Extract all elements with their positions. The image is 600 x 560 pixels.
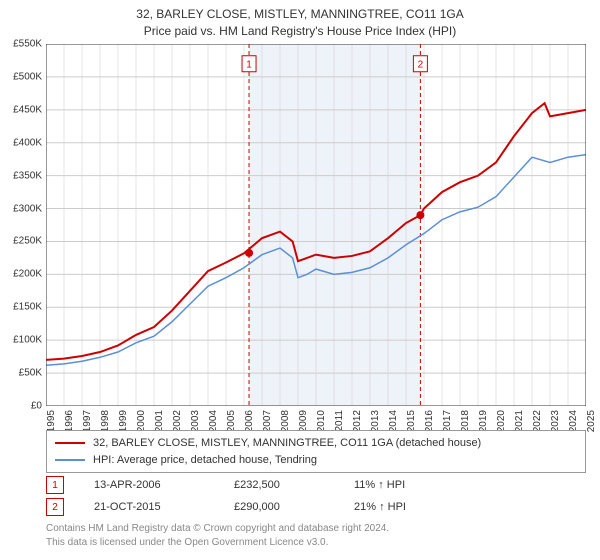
svg-text:2: 2 bbox=[418, 60, 424, 71]
legend: 32, BARLEY CLOSE, MISTLEY, MANNINGTREE, … bbox=[46, 430, 586, 473]
marker-row: 1 13-APR-2006 £232,500 11% ↑ HPI bbox=[46, 474, 586, 496]
y-tick-label: £50K bbox=[2, 368, 42, 379]
marker-pct: 21% ↑ HPI bbox=[354, 501, 444, 513]
y-tick-label: £100K bbox=[2, 335, 42, 346]
marker-badge-1: 1 bbox=[46, 476, 64, 494]
title-line-2: Price paid vs. HM Land Registry's House … bbox=[0, 23, 600, 40]
chart-area: 12 bbox=[46, 44, 586, 406]
legend-label: HPI: Average price, detached house, Tend… bbox=[93, 452, 317, 469]
chart-svg: 12 bbox=[46, 44, 586, 406]
y-tick-label: £550K bbox=[2, 39, 42, 50]
title-line-1: 32, BARLEY CLOSE, MISTLEY, MANNINGTREE, … bbox=[0, 6, 600, 23]
marker-date: 21-OCT-2015 bbox=[94, 501, 204, 513]
legend-swatch bbox=[55, 442, 85, 444]
footnote: Contains HM Land Registry data © Crown c… bbox=[46, 522, 389, 550]
marker-date: 13-APR-2006 bbox=[94, 479, 204, 491]
legend-item: HPI: Average price, detached house, Tend… bbox=[55, 452, 577, 469]
marker-price: £290,000 bbox=[234, 501, 324, 513]
y-tick-label: £150K bbox=[2, 302, 42, 313]
marker-badge-2: 2 bbox=[46, 498, 64, 516]
y-tick-label: £0 bbox=[2, 401, 42, 412]
footnote-line-2: This data is licensed under the Open Gov… bbox=[46, 536, 389, 550]
svg-text:1: 1 bbox=[246, 60, 252, 71]
marker-price: £232,500 bbox=[234, 479, 324, 491]
legend-label: 32, BARLEY CLOSE, MISTLEY, MANNINGTREE, … bbox=[93, 435, 481, 452]
marker-table: 1 13-APR-2006 £232,500 11% ↑ HPI 2 21-OC… bbox=[46, 474, 586, 518]
marker-pct: 11% ↑ HPI bbox=[354, 479, 444, 491]
marker-row: 2 21-OCT-2015 £290,000 21% ↑ HPI bbox=[46, 496, 586, 518]
chart-title: 32, BARLEY CLOSE, MISTLEY, MANNINGTREE, … bbox=[0, 0, 600, 40]
y-tick-label: £450K bbox=[2, 104, 42, 115]
y-tick-label: £500K bbox=[2, 71, 42, 82]
legend-item: 32, BARLEY CLOSE, MISTLEY, MANNINGTREE, … bbox=[55, 435, 577, 452]
y-tick-label: £350K bbox=[2, 170, 42, 181]
x-tick-label: 2025 bbox=[586, 410, 597, 440]
y-tick-label: £300K bbox=[2, 203, 42, 214]
footnote-line-1: Contains HM Land Registry data © Crown c… bbox=[46, 522, 389, 536]
y-tick-label: £400K bbox=[2, 137, 42, 148]
y-tick-label: £250K bbox=[2, 236, 42, 247]
legend-swatch bbox=[55, 459, 85, 461]
y-tick-label: £200K bbox=[2, 269, 42, 280]
